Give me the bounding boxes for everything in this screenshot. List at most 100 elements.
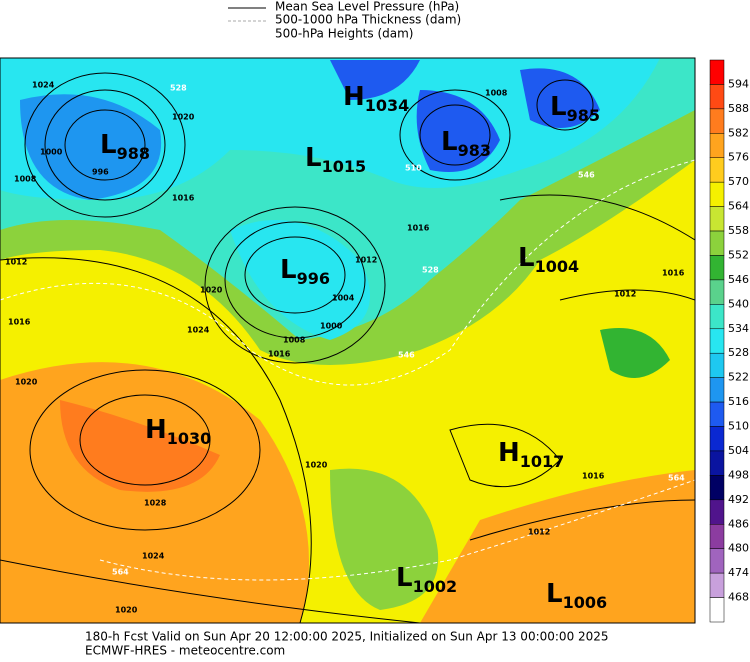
colorbar-swatch xyxy=(709,499,725,525)
pressure-center: H1017 xyxy=(498,438,564,471)
colorbar-label: 528 xyxy=(728,346,749,359)
colorbar-swatch xyxy=(709,524,725,549)
center-value: 1006 xyxy=(563,593,608,612)
colorbar-label: 522 xyxy=(728,371,749,384)
center-letter: H xyxy=(343,82,365,112)
pressure-center: H1030 xyxy=(145,415,211,448)
isobar-label: 1016 xyxy=(662,269,685,278)
isobar-label: 1004 xyxy=(332,294,355,303)
thickness-label: 528 xyxy=(422,266,439,275)
isobar-label: 1012 xyxy=(5,258,27,267)
pressure-center: L985 xyxy=(550,92,600,125)
colorbar-label: 498 xyxy=(728,468,749,481)
center-value: 1034 xyxy=(365,96,410,115)
pressure-center: H1034 xyxy=(343,82,409,115)
colorbar-swatch xyxy=(709,304,725,330)
footer-text: 180-h Fcst Valid on Sun Apr 20 12:00:00 … xyxy=(85,630,609,644)
colorbar-label: 540 xyxy=(728,297,749,310)
center-value: 983 xyxy=(458,141,491,160)
thickness-labels: 546 510 528 546 564 564 528 xyxy=(112,84,685,577)
colorbar-label: 516 xyxy=(728,395,749,408)
isobar-label: 1000 xyxy=(40,148,63,157)
isobar-label: 1020 xyxy=(172,113,195,122)
isobar-label: 1020 xyxy=(15,378,38,387)
legend-text: 500-1000 hPa Thickness (dam) xyxy=(275,13,461,27)
center-value: 1004 xyxy=(535,257,580,276)
colorbar-swatch xyxy=(709,84,725,110)
colorbar-swatch xyxy=(709,279,725,305)
colorbar-swatch xyxy=(709,597,725,623)
thickness-label: 546 xyxy=(398,351,415,360)
center-letter: H xyxy=(145,415,167,445)
colorbar-label: 474 xyxy=(728,566,749,579)
colorbar-swatch xyxy=(709,401,725,427)
footer-text: ECMWF-HRES - meteocentre.com xyxy=(85,644,285,658)
map-frame xyxy=(0,57,696,624)
isobar-label: 996 xyxy=(92,168,109,177)
colorbar-label: 492 xyxy=(728,493,749,506)
pressure-center: L1002 xyxy=(396,563,457,596)
center-value: 1017 xyxy=(520,452,565,471)
colorbar-swatch xyxy=(709,181,725,207)
colorbar-label: 534 xyxy=(728,322,749,335)
colorbar-label: 594 xyxy=(728,77,749,90)
isobar-label: 1000 xyxy=(320,322,343,331)
colorbar-label: 564 xyxy=(728,200,749,213)
isobar-label: 1016 xyxy=(582,472,605,481)
colorbar-label: 552 xyxy=(728,248,749,261)
center-letter: H xyxy=(498,438,520,468)
isobar-label: 1012 xyxy=(355,256,377,265)
colorbar-swatch xyxy=(709,59,725,85)
isobar-labels: 1024 1020 1016 1012 1016 1020 1024 1020 … xyxy=(5,81,685,615)
center-letter: L xyxy=(518,243,535,273)
isobar-label: 1008 xyxy=(14,175,37,184)
isobar-label: 1016 xyxy=(268,350,291,359)
colorbar-label: 504 xyxy=(728,444,749,457)
colorbar-swatch xyxy=(709,133,725,158)
isobar-label: 1024 xyxy=(187,326,210,335)
center-letter: L xyxy=(546,579,563,609)
center-value: 996 xyxy=(297,269,330,288)
center-value: 988 xyxy=(117,144,150,163)
isobar-label: 1028 xyxy=(144,499,167,508)
colorbar: 594 588 582 576 570 564 558 552 546 540 534 528 522 5… xyxy=(709,59,749,623)
colorbar-swatch xyxy=(709,377,725,403)
colorbar-swatch xyxy=(709,255,725,281)
center-letter: L xyxy=(100,130,117,160)
isobar-label: 1024 xyxy=(32,81,55,90)
isobar-label: 1016 xyxy=(407,224,430,233)
center-value: 1015 xyxy=(322,157,367,176)
colorbar-label: 558 xyxy=(728,224,749,237)
colorbar-label: 582 xyxy=(728,126,749,139)
colorbar-label: 588 xyxy=(728,102,749,115)
colorbar-swatch xyxy=(709,572,725,598)
colorbar-swatch xyxy=(709,328,725,354)
isobar-label: 1012 xyxy=(528,528,550,537)
colorbar-label: 570 xyxy=(728,175,749,188)
thickness-label: 510 xyxy=(405,164,422,173)
pressure-center: L988 xyxy=(100,130,150,163)
colorbar-swatch xyxy=(709,426,725,452)
pressure-center: L1015 xyxy=(305,143,366,176)
colorbar-label: 480 xyxy=(728,542,749,555)
isobar-label: 1020 xyxy=(115,606,138,615)
pressure-centers: L988 H1034 L1015 L983 L985 L996 L1004 H1… xyxy=(100,82,607,612)
isobar-label: 1020 xyxy=(200,286,223,295)
colorbar-label: 486 xyxy=(728,517,749,530)
center-value: 1030 xyxy=(167,429,212,448)
colorbar-swatch xyxy=(709,352,725,378)
thickness-label: 564 xyxy=(112,568,129,577)
thickness-label: 546 xyxy=(578,171,595,180)
colorbar-swatch xyxy=(709,108,725,134)
colorbar-label: 468 xyxy=(728,591,749,604)
colorbar-swatch xyxy=(709,206,725,232)
center-letter: L xyxy=(305,143,322,173)
colorbar-label: 576 xyxy=(728,151,749,164)
isobar-label: 1024 xyxy=(142,552,165,561)
center-value: 985 xyxy=(567,106,600,125)
thickness-label: 528 xyxy=(170,84,187,93)
map xyxy=(0,57,696,624)
colorbar-swatch xyxy=(709,475,725,501)
isobar-label: 1012 xyxy=(614,290,636,299)
